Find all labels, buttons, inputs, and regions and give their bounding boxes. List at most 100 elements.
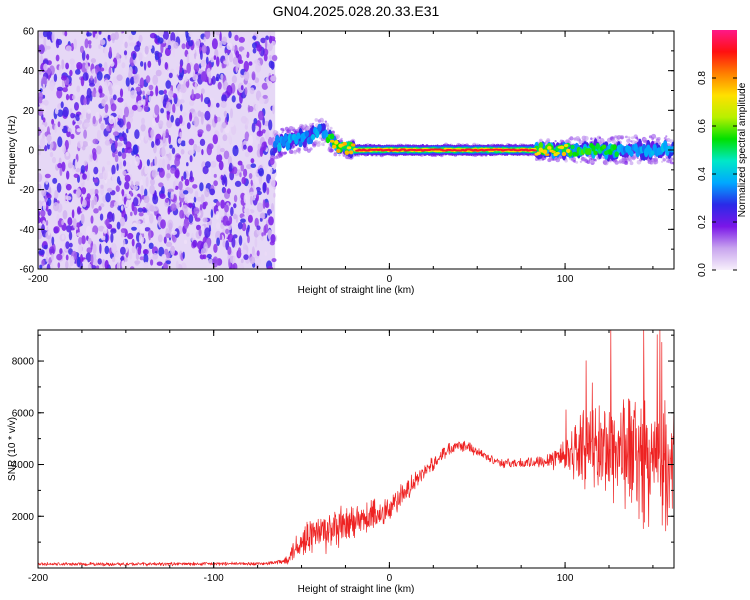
noise-blob xyxy=(38,99,43,104)
noise-blob xyxy=(72,95,76,100)
noise-blob xyxy=(264,39,268,49)
noise-blob xyxy=(38,216,41,224)
noise-blob xyxy=(149,205,155,212)
noise-blob xyxy=(154,104,160,116)
noise-blob xyxy=(57,109,64,117)
noise-blob xyxy=(65,183,72,191)
noise-blob xyxy=(143,261,149,269)
noise-blob xyxy=(186,62,191,74)
noise-blob xyxy=(42,31,48,38)
noise-blob xyxy=(131,246,136,254)
noise-blob xyxy=(144,45,149,55)
signal-halo xyxy=(282,129,285,132)
noise-blob xyxy=(55,38,60,49)
noise-blob xyxy=(184,178,190,186)
noise-blob xyxy=(49,82,55,91)
noise-blob xyxy=(91,231,96,239)
noise-blob xyxy=(140,185,144,196)
noise-blob xyxy=(210,209,214,218)
noise-blob xyxy=(164,62,168,70)
noise-blob xyxy=(67,127,70,133)
noise-blob xyxy=(53,73,58,83)
noise-blob xyxy=(43,99,49,106)
noise-blob xyxy=(200,59,206,68)
signal-halo xyxy=(322,143,325,147)
noise-blob xyxy=(228,101,232,108)
signal-band-1 xyxy=(310,134,316,140)
noise-blob xyxy=(265,202,270,209)
noise-blob xyxy=(75,189,82,196)
noise-blob xyxy=(210,160,217,168)
noise-blob xyxy=(145,176,149,188)
figure-title: GN04.2025.028.20.33.E31 xyxy=(273,3,440,19)
noise-blob xyxy=(224,176,228,187)
noise-blob xyxy=(78,237,83,245)
noise-blob xyxy=(46,263,51,269)
signal-halo xyxy=(651,133,657,139)
noise-blob xyxy=(68,139,72,146)
noise-blob xyxy=(231,95,236,103)
noise-blob xyxy=(92,115,96,125)
noise-blob xyxy=(178,31,184,35)
signal-band-1 xyxy=(650,150,655,156)
noise-blob xyxy=(186,162,189,167)
noise-blob xyxy=(56,182,62,193)
signal-halo xyxy=(323,141,326,144)
spectrogram-y-tick-label: 20 xyxy=(23,106,35,117)
noise-blob xyxy=(224,80,227,88)
noise-blob xyxy=(255,62,262,73)
noise-blob xyxy=(121,152,127,160)
noise-blob xyxy=(156,261,163,266)
noise-blob xyxy=(100,39,106,46)
noise-blob xyxy=(47,208,52,216)
noise-blob xyxy=(116,142,123,147)
noise-blob xyxy=(57,262,61,269)
noise-blob xyxy=(56,253,63,261)
signal-halo xyxy=(575,161,579,164)
noise-blob xyxy=(186,53,190,64)
noise-blob xyxy=(138,52,143,62)
signal-band-3 xyxy=(542,149,548,155)
noise-blob xyxy=(264,129,270,140)
noise-blob xyxy=(38,44,45,55)
noise-blob xyxy=(173,41,179,49)
signal-halo xyxy=(626,135,629,139)
noise-blob xyxy=(124,106,129,118)
noise-blob xyxy=(189,112,193,122)
noise-blob xyxy=(82,107,86,117)
noise-blob xyxy=(75,69,81,75)
signal-band-2 xyxy=(612,144,617,151)
noise-blob xyxy=(100,184,104,189)
noise-blob xyxy=(268,216,274,226)
noise-blob xyxy=(130,211,133,217)
noise-blob xyxy=(143,253,149,264)
noise-blob xyxy=(140,123,146,132)
signal-halo xyxy=(611,138,616,144)
noise-blob xyxy=(269,240,275,246)
noise-blob xyxy=(67,217,73,226)
signal-halo xyxy=(284,151,287,155)
noise-blob xyxy=(143,195,150,204)
noise-blob xyxy=(253,118,258,125)
noise-blob xyxy=(45,220,49,226)
noise-blob xyxy=(126,128,129,134)
noise-blob xyxy=(247,145,253,153)
noise-blob xyxy=(132,185,139,191)
noise-blob xyxy=(123,50,128,56)
noise-blob xyxy=(115,250,122,259)
noise-blob xyxy=(91,265,97,269)
spectrogram-y-tick-label: -60 xyxy=(20,265,35,276)
noise-blob xyxy=(59,248,63,255)
noise-blob xyxy=(246,164,252,170)
noise-blob xyxy=(121,189,125,197)
noise-blob xyxy=(133,73,139,84)
noise-blob xyxy=(52,177,58,184)
noise-blob xyxy=(260,37,267,44)
noise-blob xyxy=(243,70,250,82)
colorbar-tick-label: 0.0 xyxy=(697,263,708,277)
signal-halo xyxy=(666,137,671,143)
noise-blob xyxy=(269,177,276,189)
noise-blob xyxy=(116,163,119,171)
noise-blob xyxy=(165,233,171,239)
noise-blob xyxy=(87,40,92,45)
